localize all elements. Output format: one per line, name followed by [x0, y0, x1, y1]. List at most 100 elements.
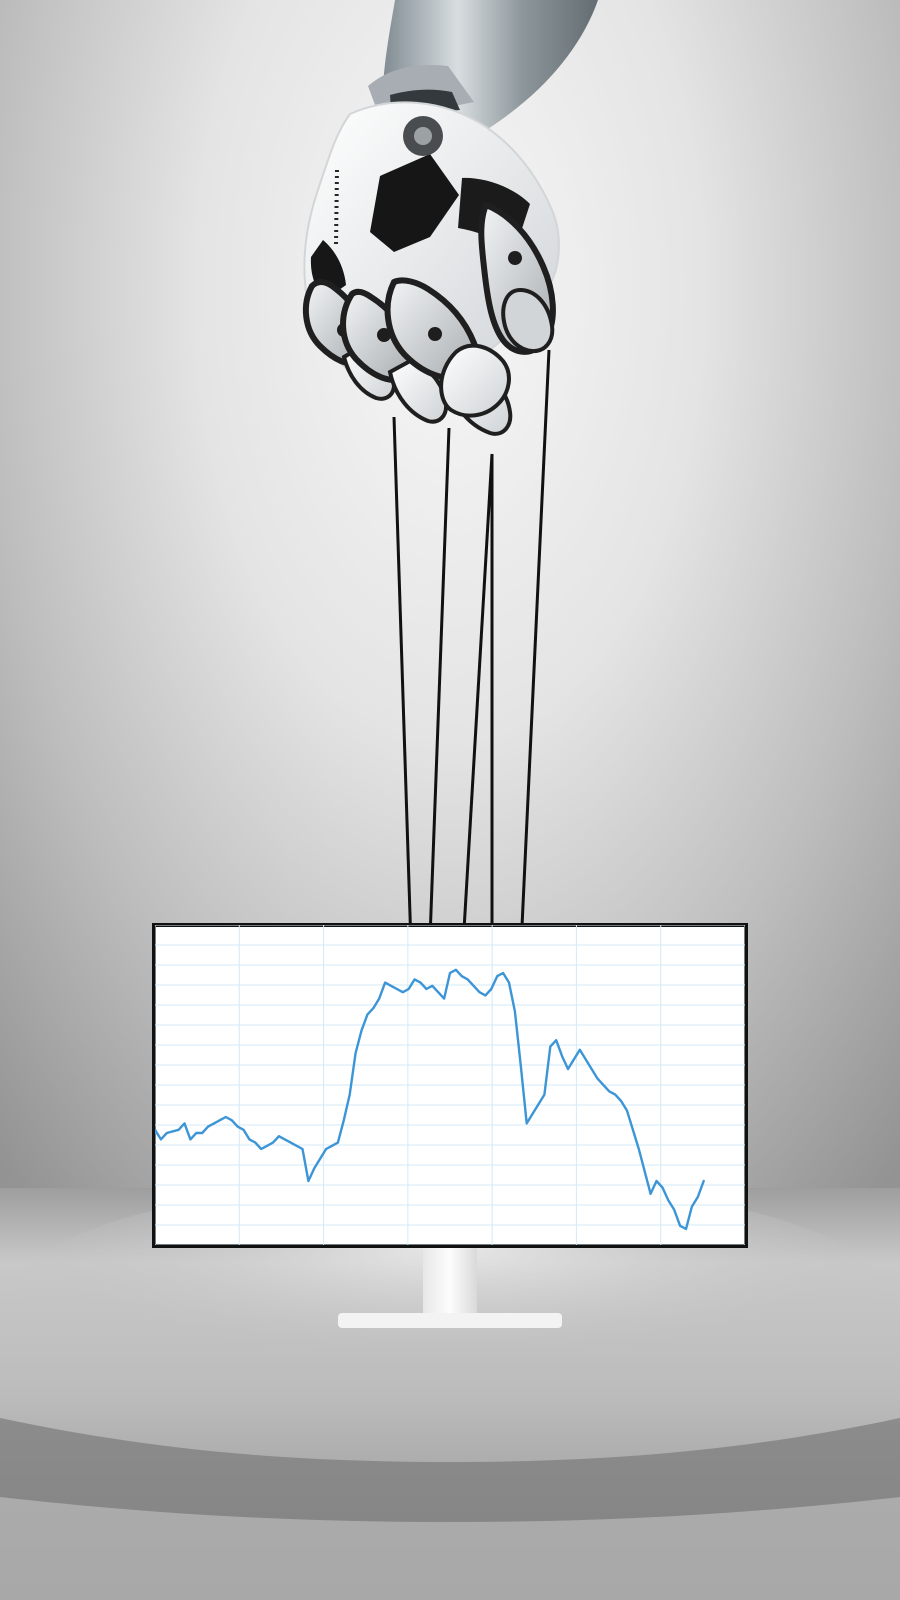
robot-gear-center	[414, 127, 432, 145]
chart-point	[549, 1045, 551, 1047]
chart-point	[413, 978, 415, 980]
chart-point	[620, 1100, 622, 1102]
robot-hand	[302, 0, 598, 436]
floor-highlight-band	[0, 1497, 900, 1600]
chart-point	[396, 988, 398, 990]
puppet-string-3	[460, 453, 494, 965]
puppet-string-1	[392, 416, 414, 978]
chart-point	[325, 1148, 327, 1150]
chart-series-line	[155, 968, 705, 1231]
chart-point	[585, 1058, 587, 1060]
chart-point	[455, 969, 457, 971]
chart-point	[490, 988, 492, 990]
chart-point	[419, 981, 421, 983]
puppet-string-2	[426, 427, 451, 993]
chart-point	[478, 991, 480, 993]
puppet-strings	[392, 349, 551, 1010]
monitor-stand-base	[338, 1313, 562, 1328]
chart-point	[402, 991, 404, 993]
robot-palm-dark-panel	[370, 154, 459, 252]
chart-point	[431, 985, 433, 987]
monitor	[152, 923, 748, 1328]
chart-point	[337, 1141, 339, 1143]
chart-grid	[155, 925, 745, 1245]
robot-thumb-cluster	[439, 343, 511, 418]
chart-point	[508, 981, 510, 983]
chart-point	[390, 985, 392, 987]
chart-point	[177, 1129, 179, 1131]
chart-point	[520, 1065, 522, 1067]
chart-point	[626, 1109, 628, 1111]
chart-point	[437, 991, 439, 993]
chart-point	[537, 1103, 539, 1105]
chart-point	[183, 1122, 185, 1124]
chart-point	[573, 1058, 575, 1060]
chart-point	[360, 1029, 362, 1031]
robot-finger-4-tip	[501, 287, 555, 354]
chart-point	[561, 1055, 563, 1057]
chart-point	[638, 1148, 640, 1150]
chart-point	[207, 1125, 209, 1127]
chart-point	[295, 1145, 297, 1147]
monitor-stand-neck	[423, 1246, 477, 1321]
chart-point	[319, 1157, 321, 1159]
chart-point	[543, 1093, 545, 1095]
chart-point	[649, 1193, 651, 1195]
chart-point	[307, 1180, 309, 1182]
chart-point	[691, 1205, 693, 1207]
chart-point	[667, 1199, 669, 1201]
chart-point	[266, 1145, 268, 1147]
chart-point	[697, 1196, 699, 1198]
chart-point	[679, 1225, 681, 1227]
chart-point	[461, 975, 463, 977]
chart-point	[596, 1077, 598, 1079]
chart-point	[225, 1116, 227, 1118]
chart-point	[290, 1141, 292, 1143]
chart-point	[703, 1180, 705, 1182]
chart-point	[349, 1093, 351, 1095]
chart-point	[231, 1119, 233, 1121]
chart-point	[195, 1132, 197, 1134]
chart-point	[213, 1122, 215, 1124]
chart-point	[472, 985, 474, 987]
chart-point	[189, 1138, 191, 1140]
chart-point	[343, 1119, 345, 1121]
chart-point	[449, 972, 451, 974]
chart-point	[602, 1084, 604, 1086]
chart-point	[531, 1113, 533, 1115]
chart-point	[661, 1186, 663, 1188]
chart-point	[496, 975, 498, 977]
robot-palm-lines	[334, 169, 339, 246]
chart-point	[242, 1129, 244, 1131]
puppet-string-5	[518, 349, 551, 970]
chart-point	[443, 997, 445, 999]
chart-point	[467, 978, 469, 980]
chart-point	[219, 1119, 221, 1121]
chart-point	[614, 1093, 616, 1095]
chart-point	[408, 988, 410, 990]
chart-point	[284, 1138, 286, 1140]
chart-point	[644, 1170, 646, 1172]
chart-point	[673, 1209, 675, 1211]
chart-point	[484, 994, 486, 996]
chart-point	[425, 988, 427, 990]
chart-point	[502, 972, 504, 974]
chart-point	[166, 1132, 168, 1134]
chart-point	[366, 1013, 368, 1015]
chart-point	[685, 1228, 687, 1230]
chart-point	[313, 1167, 315, 1169]
chart-point	[301, 1148, 303, 1150]
chart-point	[608, 1090, 610, 1092]
chart-point	[590, 1068, 592, 1070]
chart-point	[248, 1138, 250, 1140]
chart-point	[378, 997, 380, 999]
robot-finger-2-joint	[377, 328, 391, 342]
chart-point	[632, 1129, 634, 1131]
chart-point	[555, 1039, 557, 1041]
chart-point	[526, 1122, 528, 1124]
chart-point	[567, 1068, 569, 1070]
robot-finger-4-joint	[508, 251, 522, 265]
chart-point	[236, 1125, 238, 1127]
chart-point	[331, 1145, 333, 1147]
